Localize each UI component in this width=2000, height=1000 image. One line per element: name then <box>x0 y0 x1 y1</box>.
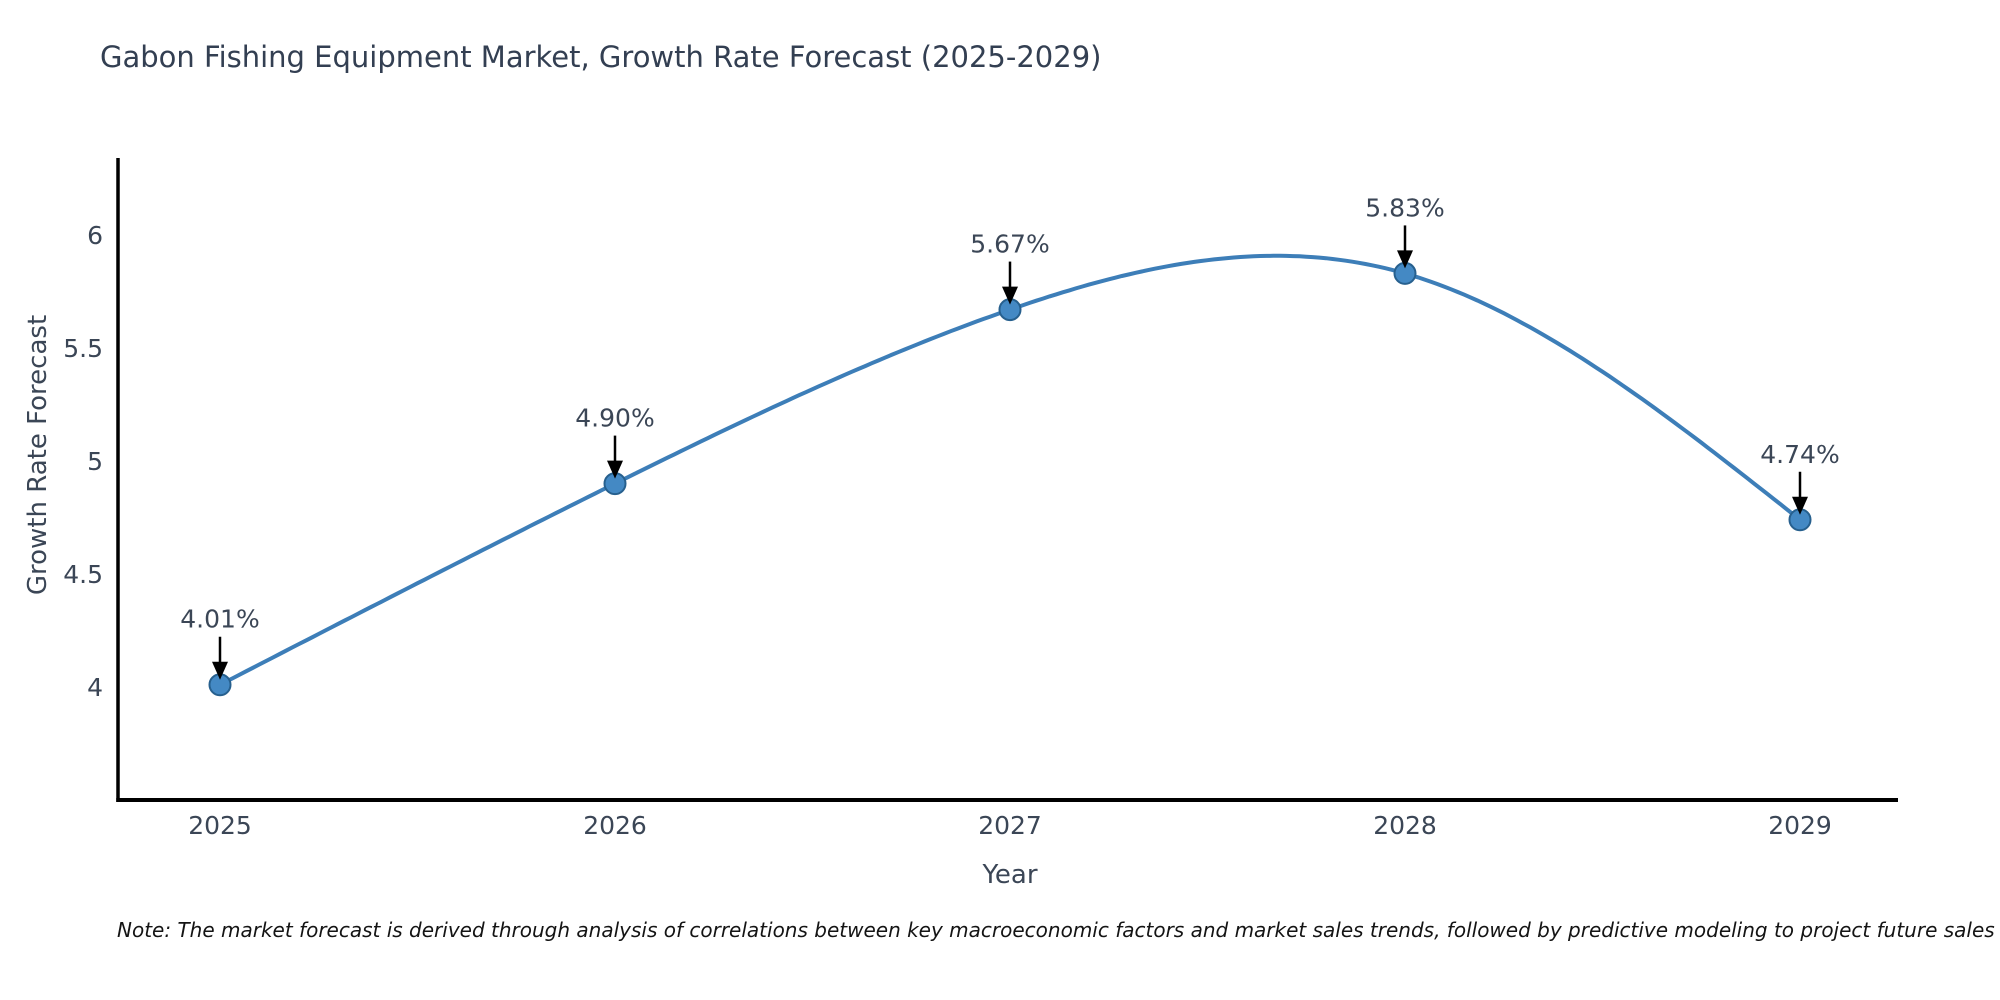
annotation-arrow-head <box>1397 250 1413 269</box>
x-tick-label: 2027 <box>978 811 1042 840</box>
chart-title: Gabon Fishing Equipment Market, Growth R… <box>100 40 1102 74</box>
y-tick-label: 4.5 <box>63 560 103 589</box>
y-tick-label: 6 <box>87 221 103 250</box>
annotation-arrow-head <box>1002 286 1018 305</box>
data-point-label: 4.90% <box>575 404 654 433</box>
y-tick-label: 4 <box>87 673 103 702</box>
x-tick-label: 2029 <box>1768 811 1832 840</box>
x-axis-title: Year <box>982 860 1038 890</box>
chart-footnote: Note: The market forecast is derived thr… <box>117 918 1995 942</box>
data-point-label: 5.83% <box>1365 193 1444 222</box>
data-point-label: 4.74% <box>1760 440 1839 469</box>
x-tick-label: 2026 <box>583 811 647 840</box>
x-tick-label: 2028 <box>1373 811 1437 840</box>
y-tick-label: 5.5 <box>63 334 103 363</box>
annotation-arrow-head <box>1792 496 1808 515</box>
annotation-arrow-head <box>607 460 623 479</box>
x-tick-label: 2025 <box>188 811 252 840</box>
data-point-label: 4.01% <box>180 605 259 634</box>
data-point-label: 5.67% <box>970 230 1049 259</box>
y-tick-label: 5 <box>87 447 103 476</box>
annotation-arrow-head <box>212 661 228 680</box>
